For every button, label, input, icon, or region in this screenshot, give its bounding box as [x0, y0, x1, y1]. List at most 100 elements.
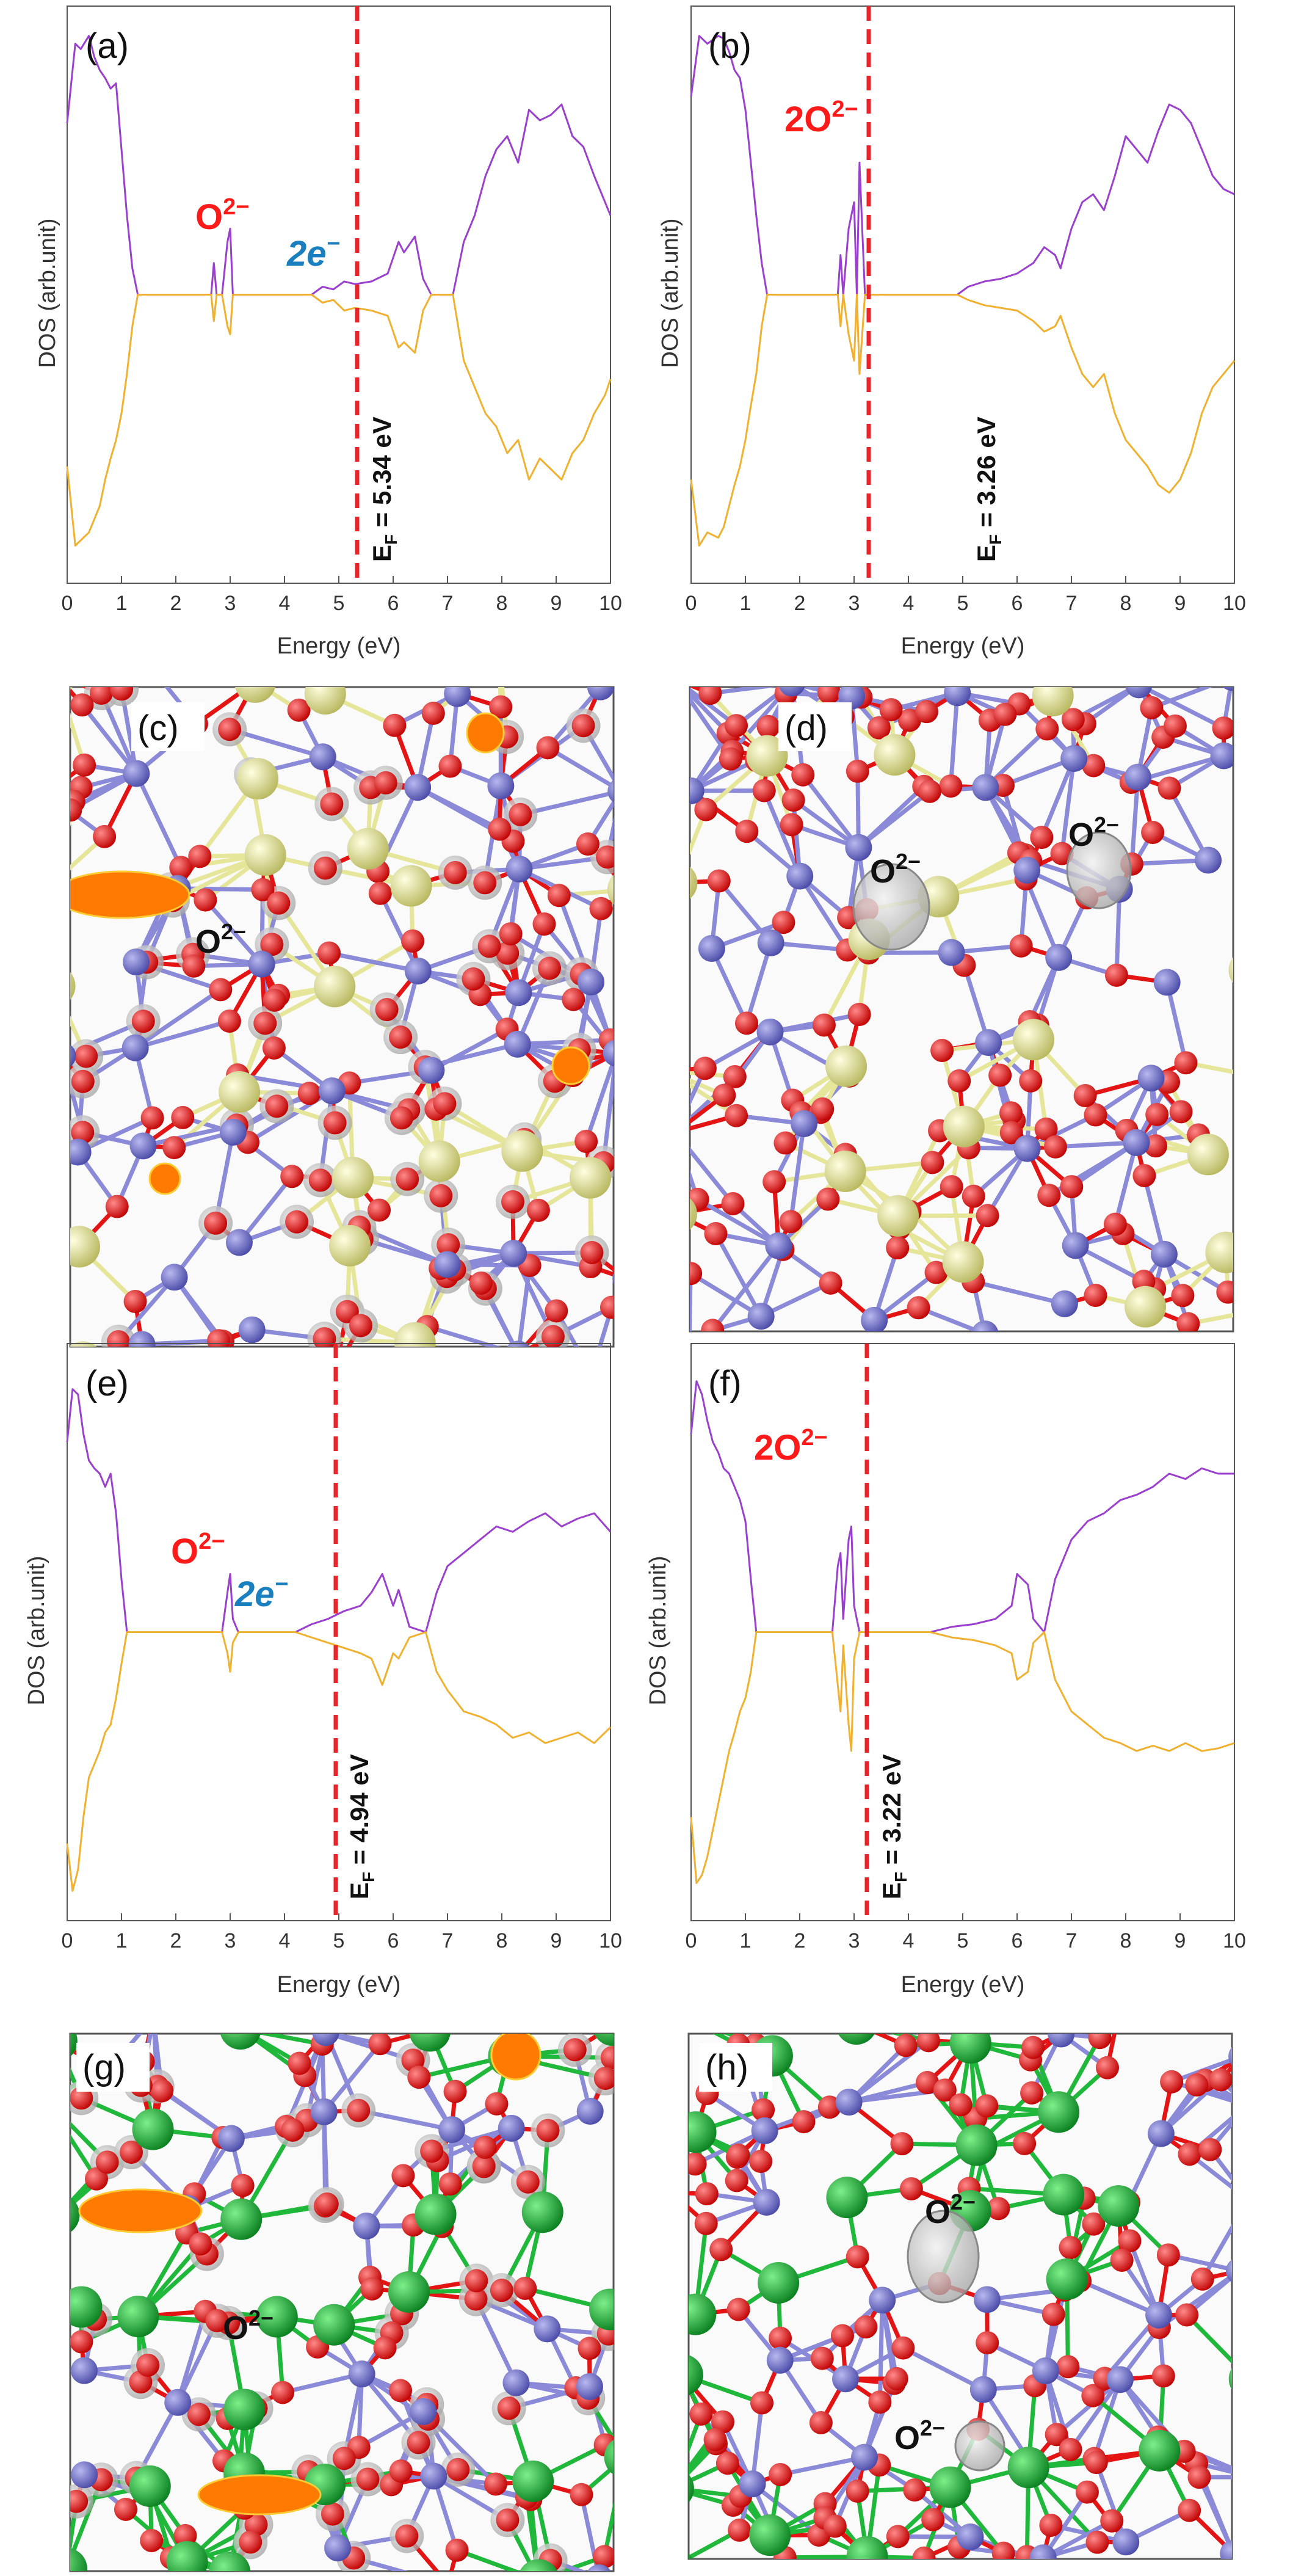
- oxygen-atom: [188, 845, 212, 868]
- metal-atom-blue: [312, 2034, 339, 2047]
- oxygen-atom: [473, 2136, 497, 2159]
- x-axis-label: Energy (eV): [277, 1972, 401, 1998]
- x-tick-label: 8: [1120, 592, 1132, 615]
- oxygen-atom: [538, 956, 562, 980]
- metal-atom-blue: [616, 2225, 643, 2252]
- series-line-spin-down: [690, 294, 1236, 547]
- x-tick-label: 10: [599, 592, 622, 615]
- oxygen-atom: [879, 698, 903, 722]
- metal-atom-green: [654, 1991, 696, 2032]
- oxygen-atom: [593, 2067, 614, 2090]
- oxygen-atom: [465, 2269, 488, 2293]
- bond: [744, 942, 773, 1024]
- x-tick-label: 4: [903, 1929, 915, 1952]
- oxygen-atom: [173, 2523, 197, 2547]
- oxide-ion-label: O2−: [195, 194, 249, 237]
- metal-atom-blue: [751, 2117, 778, 2144]
- oxygen-atom: [1141, 821, 1165, 845]
- bond: [282, 2371, 363, 2395]
- bond: [175, 2310, 208, 2403]
- oxygen-atom: [595, 845, 614, 869]
- oxide-ion-label: O2−: [925, 2189, 976, 2230]
- oxygen-atom: [1178, 2142, 1201, 2166]
- oxygen-atom: [975, 2094, 999, 2118]
- metal-atom-blue: [1048, 2034, 1075, 2048]
- bond: [1068, 2378, 1122, 2451]
- oxygen-atom: [749, 2150, 773, 2174]
- oxygen-atom: [916, 2034, 940, 2053]
- bond: [516, 1265, 532, 1347]
- metal-atom-blue: [944, 687, 971, 707]
- oxygen-atom: [106, 1330, 130, 1347]
- metal-atom-blue: [121, 1034, 149, 1061]
- bond: [70, 712, 87, 766]
- oxygen-atom: [262, 1036, 286, 1060]
- oxygen-atom: [541, 1325, 565, 1347]
- metal-atom-blue: [1032, 2357, 1059, 2385]
- oxygen-atom: [930, 1039, 954, 1063]
- bond: [378, 892, 420, 972]
- metal-atom-blue: [1060, 744, 1088, 772]
- oxygen-atom: [701, 1319, 725, 1331]
- oxygen-atom: [70, 798, 82, 822]
- metal-atom-blue: [753, 2188, 780, 2216]
- oxygen-atom: [1095, 2056, 1119, 2079]
- oxygen-atom: [281, 2118, 305, 2142]
- oxygen-atom: [690, 1262, 703, 1286]
- bond: [690, 1261, 693, 1274]
- bond: [962, 964, 991, 1044]
- oxygen-atom: [570, 2483, 593, 2506]
- bond: [750, 2403, 764, 2484]
- oxygen-atom: [1216, 1280, 1233, 1304]
- oxygen-atom: [817, 2095, 841, 2119]
- oxygen-atom: [912, 2546, 936, 2559]
- oxygen-atom: [95, 2150, 119, 2174]
- oxygen-atom: [1175, 2303, 1199, 2327]
- oxygen-atom: [374, 771, 397, 795]
- x-tick-label: 7: [1066, 592, 1078, 615]
- oxygen-atom: [830, 2324, 854, 2348]
- metal-atom-blue: [587, 687, 614, 700]
- metal-atom-yellow: [1239, 1289, 1281, 1331]
- oxygen-atom: [1039, 2513, 1063, 2537]
- bond: [432, 687, 469, 715]
- oxide-ion-label-2: O2−: [1068, 812, 1119, 853]
- oxygen-atom: [526, 1198, 550, 1222]
- panel-label: (h): [705, 2048, 748, 2087]
- oxygen-atom: [1056, 2355, 1080, 2379]
- oxygen-atom: [890, 2132, 914, 2156]
- metal-atom-green: [520, 2559, 557, 2571]
- oxygen-atom: [694, 798, 718, 821]
- metal-atom-blue: [766, 2346, 794, 2374]
- metal-atom-blue: [248, 950, 275, 978]
- metal-atom-green: [594, 2034, 614, 2047]
- oxygen-atom: [433, 1092, 457, 1116]
- oxygen-atom: [791, 763, 815, 787]
- metal-atom-blue: [973, 2286, 1001, 2313]
- bond: [690, 696, 733, 760]
- bond: [857, 790, 932, 850]
- oxygen-atom: [915, 2071, 939, 2095]
- oxygen-atom: [204, 1211, 228, 1235]
- oxygen-atom: [123, 1290, 147, 1314]
- metal-atom-blue: [1106, 2366, 1134, 2393]
- metal-atom-blue: [70, 2357, 98, 2384]
- bond: [456, 2548, 521, 2571]
- x-tick-label: 2: [170, 1929, 182, 1952]
- oxygen-atom: [389, 2459, 413, 2483]
- metal-atom-yellow: [942, 1241, 984, 1283]
- oxygen-atom: [711, 2410, 734, 2434]
- bond: [1197, 2476, 1232, 2555]
- oxygen-atom: [1187, 2465, 1211, 2489]
- oxygen-atom: [438, 754, 462, 778]
- oxygen-atom: [847, 1003, 871, 1027]
- oxide-ion-label: O2−: [870, 849, 921, 890]
- bond: [1188, 2152, 1232, 2190]
- bond: [762, 790, 802, 877]
- oxygen-atom: [317, 941, 341, 965]
- metal-atom-blue: [957, 2523, 984, 2550]
- charge-density-isosurface: [852, 863, 930, 951]
- metal-atom-blue: [698, 934, 725, 962]
- x-tick-label: 8: [496, 592, 508, 615]
- x-tick-label: 5: [957, 592, 969, 615]
